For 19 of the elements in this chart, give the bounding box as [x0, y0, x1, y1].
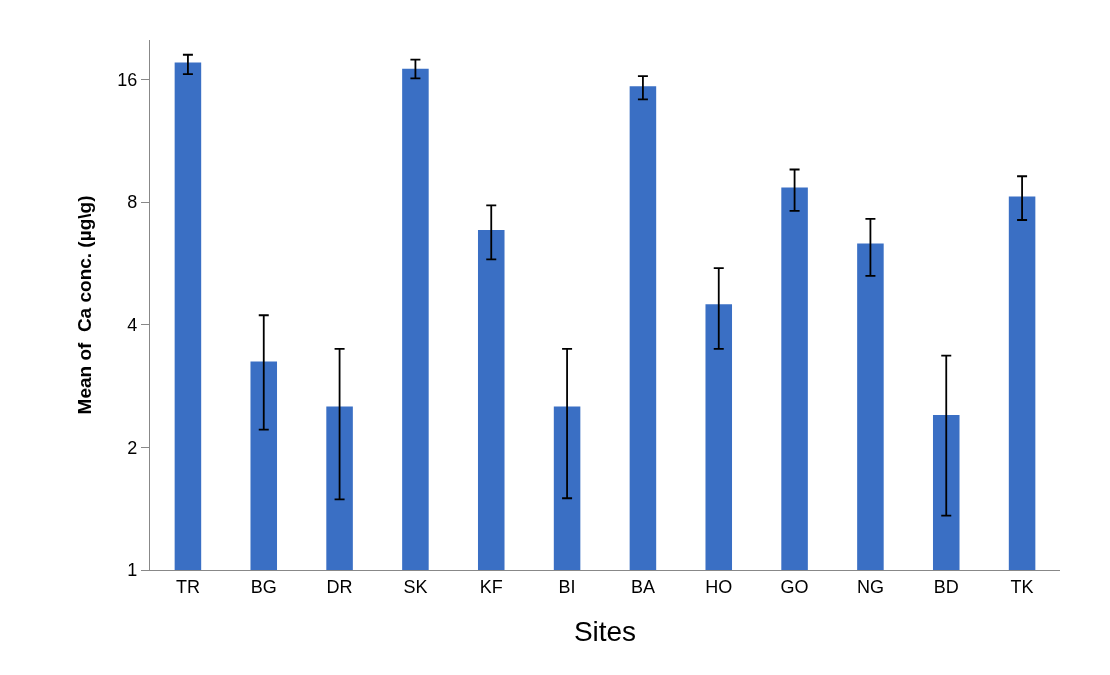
- x-tick-label: TK: [1010, 576, 1034, 597]
- x-tick-label: TR: [175, 576, 200, 597]
- x-tick-label: DR: [326, 576, 353, 597]
- y-tick-label: 4: [127, 315, 138, 336]
- x-tick-label: SK: [403, 576, 428, 597]
- x-tick-label: BD: [933, 576, 959, 597]
- y-tick-label: 1: [127, 560, 138, 581]
- x-tick-label: BI: [558, 576, 576, 597]
- x-axis-title: Sites: [573, 615, 637, 647]
- y-tick-label: 16: [117, 69, 138, 90]
- y-axis-title: Mean of Ca conc. (µg\g): [74, 195, 96, 415]
- x-tick-label: KF: [479, 576, 503, 597]
- y-tick-label: 8: [127, 192, 138, 213]
- x-tick-label: GO: [780, 576, 809, 597]
- x-tick-label: BG: [250, 576, 277, 597]
- x-tick-label: BA: [630, 576, 655, 597]
- y-tick-label: 2: [127, 437, 138, 458]
- x-tick-label: NG: [856, 576, 884, 597]
- x-tick-label: HO: [705, 576, 733, 597]
